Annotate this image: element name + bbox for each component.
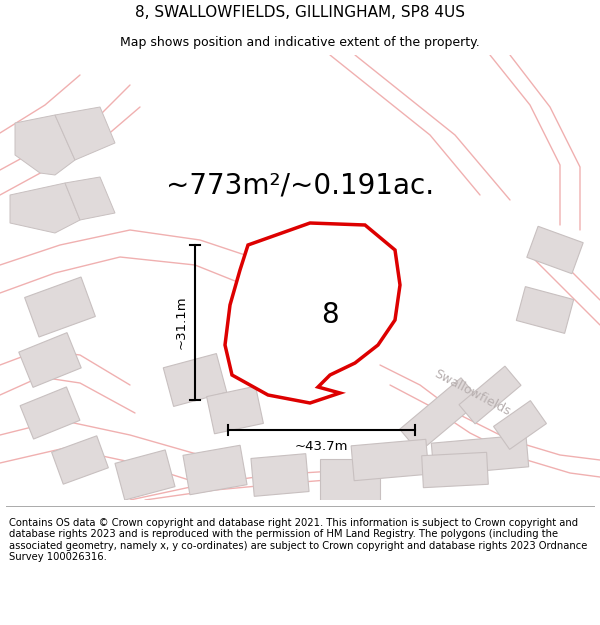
- Polygon shape: [115, 450, 175, 500]
- Text: Contains OS data © Crown copyright and database right 2021. This information is : Contains OS data © Crown copyright and d…: [9, 518, 587, 562]
- Polygon shape: [25, 277, 95, 337]
- Polygon shape: [320, 459, 380, 501]
- Polygon shape: [494, 401, 547, 449]
- Polygon shape: [270, 334, 320, 376]
- Polygon shape: [459, 366, 521, 424]
- Polygon shape: [20, 387, 80, 439]
- Polygon shape: [55, 107, 115, 160]
- Text: ~773m²/~0.191ac.: ~773m²/~0.191ac.: [166, 171, 434, 199]
- Polygon shape: [303, 272, 377, 334]
- Polygon shape: [431, 435, 529, 475]
- Text: 8, SWALLOWFIELDS, GILLINGHAM, SP8 4US: 8, SWALLOWFIELDS, GILLINGHAM, SP8 4US: [135, 4, 465, 19]
- Polygon shape: [15, 115, 75, 175]
- Text: Map shows position and indicative extent of the property.: Map shows position and indicative extent…: [120, 36, 480, 49]
- Polygon shape: [251, 454, 309, 496]
- Text: 8: 8: [321, 301, 339, 329]
- Polygon shape: [206, 386, 263, 434]
- Polygon shape: [183, 445, 247, 495]
- Polygon shape: [225, 223, 400, 403]
- Polygon shape: [517, 287, 574, 333]
- Polygon shape: [527, 226, 583, 274]
- Polygon shape: [19, 332, 81, 388]
- Polygon shape: [52, 436, 109, 484]
- Text: Swallowfields: Swallowfields: [432, 368, 513, 419]
- Polygon shape: [351, 439, 429, 481]
- Polygon shape: [422, 452, 488, 488]
- Text: ~43.7m: ~43.7m: [295, 439, 348, 452]
- Polygon shape: [163, 354, 227, 406]
- Polygon shape: [10, 183, 80, 233]
- Polygon shape: [400, 378, 480, 452]
- Polygon shape: [65, 177, 115, 220]
- Text: ~31.1m: ~31.1m: [175, 296, 187, 349]
